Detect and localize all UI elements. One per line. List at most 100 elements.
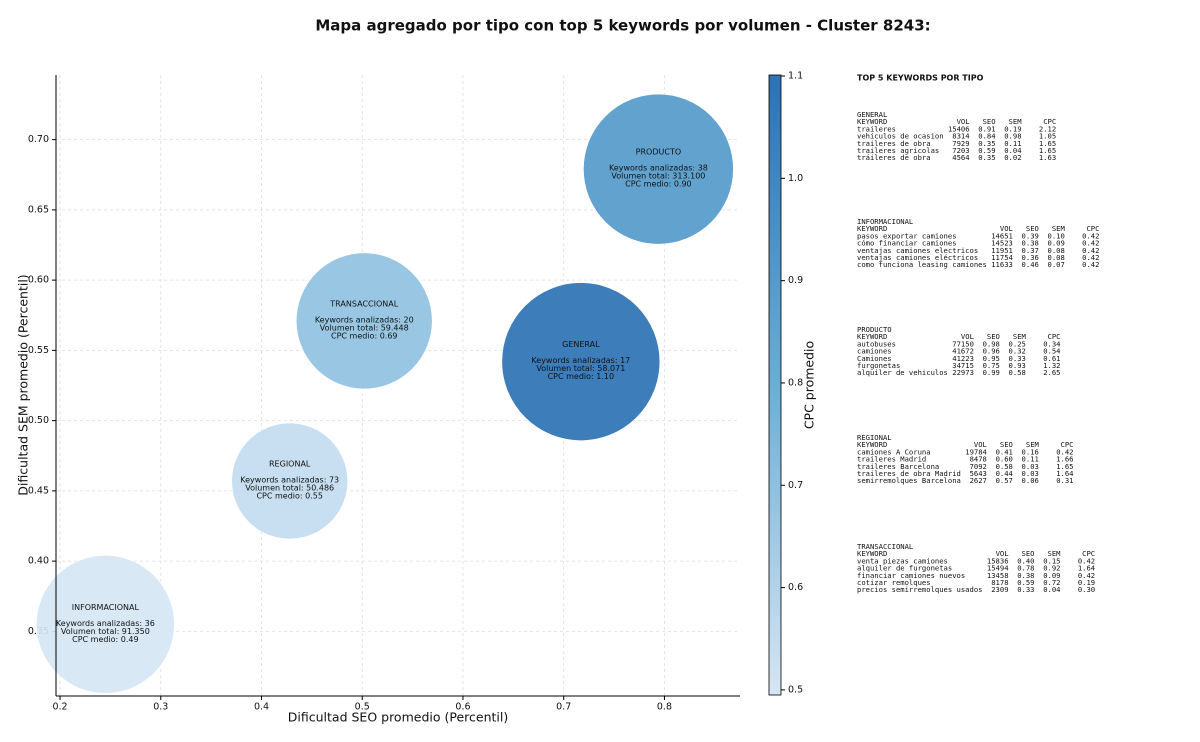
table-cell: traileres agricolas [857, 146, 939, 155]
table-header: VOL [957, 117, 970, 126]
table-cell: Camiones [857, 354, 892, 363]
table-cell: 0.42 [1082, 239, 1099, 248]
table-cell: 2627 [970, 476, 987, 485]
bubble-label: GENERAL [562, 340, 600, 349]
table-cell: 1.65 [1039, 146, 1056, 155]
table-cell: 0.02 [1004, 153, 1021, 162]
bubble-text: Keywords analizadas: 73 [240, 476, 339, 485]
table-cell: 0.07 [1048, 260, 1065, 269]
table-cell: traileres Barcelona [857, 462, 939, 471]
table-cell: 0.19 [1004, 124, 1021, 133]
table-cell: 0.95 [983, 354, 1000, 363]
table-cell: pasos exportar camiones [857, 231, 957, 240]
bubble-label: INFORMACIONAL [72, 603, 140, 612]
table-header: SEM [1048, 549, 1062, 558]
table-cell: ventajas camiones electricos [857, 246, 978, 255]
table-cell: traileres Madrid [857, 455, 926, 464]
table-cell: 0.75 [983, 361, 1000, 370]
bubble-text: Volumen total: 58.071 [536, 364, 625, 373]
table-header: SEO [987, 332, 1000, 341]
x-tick-label: 0.4 [254, 702, 269, 713]
bubble-label: REGIONAL [269, 460, 311, 469]
table-cell: 15494 [987, 564, 1009, 573]
table-cell: 11951 [991, 246, 1013, 255]
table-cell: 0.35 [978, 153, 995, 162]
table-cell: camiones [857, 347, 892, 356]
table-cell: 0.42 [1078, 556, 1095, 565]
table-cell: 0.03 [1022, 469, 1039, 478]
table-cell: 0.42 [1082, 253, 1099, 262]
y-tick-label: 0.70 [28, 134, 49, 145]
bubble [583, 93, 734, 245]
table-header: KEYWORD [857, 549, 887, 558]
group-name: GENERAL [857, 110, 887, 119]
colorbar-tick-label: 1.0 [788, 173, 803, 184]
table-cell: 0.35 [978, 139, 995, 148]
table-cell: traileres de obra [857, 139, 931, 148]
x-tick-label: 0.5 [355, 702, 370, 713]
y-tick-label: 0.65 [28, 204, 49, 215]
table-cell: 0.39 [1022, 231, 1039, 240]
table-cell: 0.40 [1017, 556, 1034, 565]
table-cell: 0.06 [1022, 476, 1039, 485]
table-cell: 0.37 [1022, 246, 1039, 255]
table-cell: 0.34 [1043, 339, 1060, 348]
table-cell: ventajas camiones eléctricos [857, 253, 978, 262]
x-tick-label: 0.7 [556, 702, 571, 713]
table-cell: 0.91 [978, 124, 995, 133]
bubble-text: Keywords analizadas: 36 [56, 619, 155, 628]
table-header: VOL [961, 332, 974, 341]
bubble-label: TRANSACCIONAL [329, 299, 398, 308]
table-cell: 0.38 [1022, 239, 1039, 248]
table-cell: 0.31 [1056, 476, 1073, 485]
table-cell: tráileres de obra [857, 153, 931, 162]
table-cell: financiar camiones nuevos [857, 571, 965, 580]
table-cell: 41223 [952, 354, 974, 363]
colorbar-tick-label: 0.7 [788, 480, 803, 491]
table-cell: 1.05 [1039, 132, 1056, 141]
bubble-text: CPC medio: 1.10 [548, 372, 615, 381]
group-name: INFORMACIONAL [857, 217, 913, 226]
table-header: VOL [974, 440, 987, 449]
table-cell: 2309 [991, 585, 1008, 594]
table-cell: 0.42 [1082, 260, 1099, 269]
colorbar-label: CPC promedio [802, 341, 817, 429]
table-header: VOL [996, 549, 1009, 558]
x-axis-label: Dificultad SEO promedio (Percentil) [288, 710, 508, 725]
bubble-text: Volumen total: 91.350 [61, 627, 150, 636]
table-cell: 15836 [987, 556, 1009, 565]
table-header: SEM [1052, 224, 1066, 233]
table-cell: 0.72 [1043, 578, 1060, 587]
x-tick-label: 0.2 [52, 702, 67, 713]
colorbar-tick-label: 0.9 [788, 275, 803, 286]
table-cell: 0.61 [1043, 354, 1060, 363]
table-cell: 0.36 [1022, 253, 1039, 262]
table-cell: 41672 [952, 347, 974, 356]
table-cell: 7929 [952, 139, 969, 148]
table-cell: 0.98 [1004, 132, 1021, 141]
table-cell: vehiculos de ocasion [857, 132, 944, 141]
table-cell: 1.65 [1039, 139, 1056, 148]
table-cell: 15406 [948, 124, 970, 133]
table-cell: 0.38 [1017, 571, 1034, 580]
table-header: SEM [1026, 440, 1040, 449]
bubble-text: Volumen total: 313.100 [611, 172, 705, 181]
colorbar-tick-label: 0.6 [788, 582, 803, 593]
bubble [36, 555, 175, 694]
table-cell: 1.63 [1039, 153, 1056, 162]
table-cell: como funciona leasing camiones [857, 260, 987, 269]
table-cell: 0.42 [1082, 246, 1099, 255]
y-tick-label: 0.50 [28, 415, 49, 426]
x-tick-label: 0.3 [153, 702, 168, 713]
table-cell: 0.41 [996, 447, 1013, 456]
table-cell: 0.59 [978, 146, 995, 155]
table-cell: 0.42 [1082, 231, 1099, 240]
table-header: KEYWORD [857, 440, 887, 449]
table-cell: 19784 [965, 447, 987, 456]
table-cell: 0.32 [1009, 347, 1026, 356]
x-tick-label: 0.8 [657, 702, 672, 713]
table-header: KEYWORD [857, 117, 887, 126]
bubble-text: CPC medio: 0.55 [256, 492, 323, 501]
table-cell: 0.46 [1022, 260, 1039, 269]
table-cell: 1.66 [1056, 455, 1073, 464]
